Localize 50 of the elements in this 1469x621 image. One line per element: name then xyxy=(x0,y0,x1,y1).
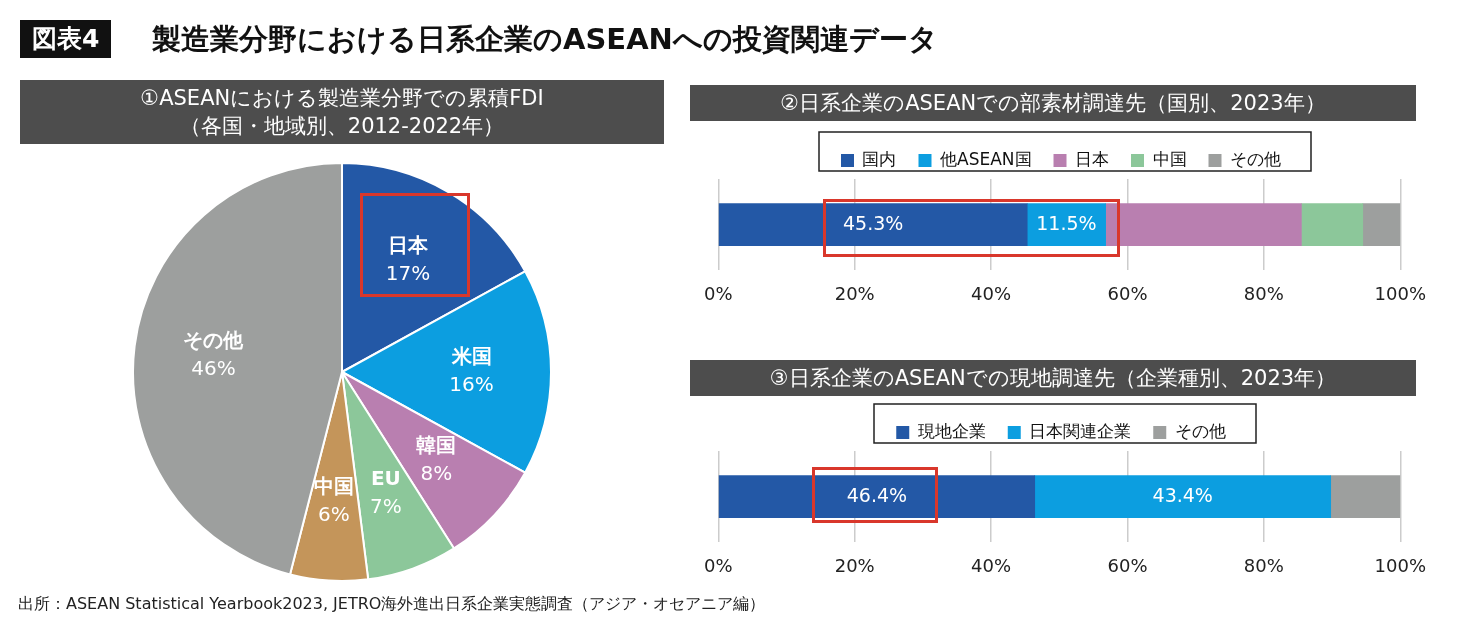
x-tick-label: 0% xyxy=(704,554,733,576)
x-tick-label: 60% xyxy=(1107,554,1148,576)
x-tick-label: 100% xyxy=(1374,554,1426,576)
legend-label: 国内 xyxy=(862,148,897,169)
data-label: 11.5% xyxy=(1036,211,1097,234)
legend-label: 中国 xyxy=(1152,148,1187,169)
slice-label: その他 xyxy=(183,327,245,352)
bar xyxy=(1301,203,1364,247)
slice-label: 中国 xyxy=(313,473,354,498)
chart-title: ③日系企業のASEANでの現地調達先（企業種別、2023年） xyxy=(690,360,1416,396)
legend-label: 日本 xyxy=(1075,148,1109,169)
data-label: 46.4% xyxy=(846,483,908,506)
text: 図表4 xyxy=(20,20,112,58)
chart-subtitle: （各国・地域別、2012-2022年） xyxy=(179,114,505,138)
legend-label: 他ASEAN国 xyxy=(940,148,1032,169)
x-tick-label: 80% xyxy=(1243,282,1284,304)
legend-label: 日本関連企業 xyxy=(1029,420,1132,441)
bar xyxy=(1330,475,1401,519)
x-tick-label: 20% xyxy=(834,282,875,304)
legend-label: 現地企業 xyxy=(917,420,986,441)
x-tick-label: 100% xyxy=(1374,282,1426,304)
data-label: 7% xyxy=(370,494,402,519)
chart-title: ②日系企業のASEANでの部素材調達先（国別、2023年） xyxy=(690,85,1416,121)
bar xyxy=(1362,203,1401,247)
x-tick-label: 80% xyxy=(1243,554,1284,576)
x-tick-label: 0% xyxy=(704,282,733,304)
bar xyxy=(1034,475,1332,519)
legend-label: その他 xyxy=(1174,420,1226,441)
chart-title: ①ASEANにおける製造業分野での累積FDI xyxy=(140,86,544,110)
bar xyxy=(1105,203,1302,247)
data-label: 16% xyxy=(449,372,494,397)
slice-label: 日本 xyxy=(387,232,429,257)
x-tick-label: 40% xyxy=(971,554,1012,576)
bar xyxy=(718,475,1036,519)
slice-label: 米国 xyxy=(450,344,492,369)
slice-label: 韓国 xyxy=(416,432,457,457)
slice-label: EU xyxy=(370,466,401,491)
text: 出所：ASEAN Statistical Yearbook2023, JETRO海外進出日系企業実態調査（アジア・オセアニア編） xyxy=(18,594,766,615)
x-tick-label: 20% xyxy=(834,554,875,576)
legend-label: その他 xyxy=(1230,148,1281,169)
data-label: 8% xyxy=(420,460,453,485)
data-label: 43.4% xyxy=(1152,483,1213,506)
data-label: 45.3% xyxy=(842,211,904,234)
data-label: 6% xyxy=(318,501,350,526)
bar xyxy=(718,203,1028,247)
data-label: 46% xyxy=(191,355,236,380)
data-label: 17% xyxy=(385,260,431,285)
text: 製造業分野における日系企業のASEANへの投資関連データ xyxy=(152,21,938,58)
x-tick-label: 40% xyxy=(971,282,1012,304)
x-tick-label: 60% xyxy=(1107,282,1148,304)
